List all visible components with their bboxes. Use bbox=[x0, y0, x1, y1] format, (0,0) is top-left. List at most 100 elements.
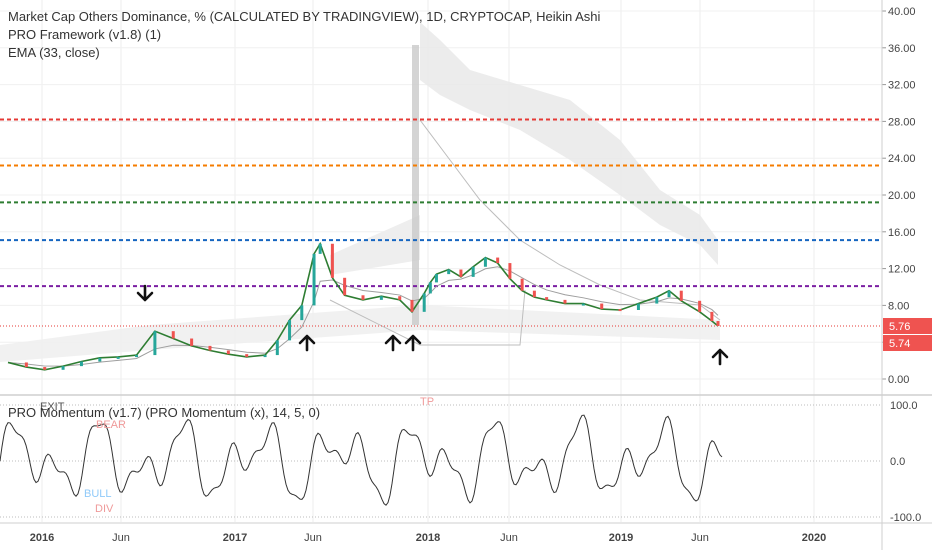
x-tick-label: Jun bbox=[691, 532, 709, 544]
price-candle bbox=[275, 340, 279, 356]
framework-cloud-lower bbox=[330, 215, 420, 275]
price-candle bbox=[245, 354, 249, 357]
price-candle bbox=[520, 278, 524, 291]
y-tick-label: 0.00 bbox=[888, 374, 909, 386]
price-candle bbox=[398, 296, 402, 300]
price-candle bbox=[716, 321, 720, 327]
momentum-signal-label: BEAR bbox=[96, 419, 126, 431]
price-candle bbox=[208, 345, 212, 351]
price-candle bbox=[655, 297, 659, 304]
price-candle bbox=[410, 299, 414, 312]
x-tick-label: 2016 bbox=[30, 532, 54, 544]
price-candle bbox=[300, 305, 304, 321]
spike-candle bbox=[412, 45, 419, 325]
price-candle bbox=[343, 277, 347, 296]
price-candle bbox=[318, 243, 322, 254]
price-candle bbox=[667, 290, 671, 298]
signal-arrow bbox=[384, 334, 402, 352]
price-candle bbox=[153, 331, 157, 356]
price-candle bbox=[679, 290, 683, 301]
price-candle bbox=[483, 257, 487, 267]
momentum-signal-label: TP bbox=[420, 396, 434, 408]
momentum-signal-label: DIV bbox=[95, 503, 114, 515]
price-candle bbox=[581, 303, 585, 306]
price-candle bbox=[563, 299, 567, 304]
price-candle bbox=[312, 253, 316, 306]
momentum-y-tick-label: -100.0 bbox=[890, 512, 921, 524]
price-candle bbox=[698, 300, 702, 312]
framework-floor bbox=[0, 305, 720, 362]
price-candle bbox=[190, 338, 194, 346]
momentum-signal-label: BULL bbox=[84, 488, 112, 500]
price-candle bbox=[545, 297, 549, 300]
price-candle bbox=[532, 290, 536, 298]
price-candle bbox=[226, 350, 230, 355]
signal-arrow bbox=[711, 348, 729, 366]
price-candle bbox=[428, 282, 432, 294]
price-candle bbox=[496, 257, 500, 264]
price-candle bbox=[434, 274, 438, 283]
y-tick-label: 40.00 bbox=[888, 6, 916, 18]
signal-arrow bbox=[404, 334, 422, 352]
momentum-y-tick-label: 100.0 bbox=[890, 400, 918, 412]
price-candle bbox=[618, 309, 622, 312]
price-candle bbox=[471, 266, 475, 277]
y-tick-label: 24.00 bbox=[888, 153, 916, 165]
price-candle bbox=[98, 357, 102, 362]
price-badge bbox=[883, 335, 932, 351]
x-tick-label: 2019 bbox=[609, 532, 633, 544]
momentum-legend: PRO Momentum (v1.7) (PRO Momentum (x), 1… bbox=[8, 404, 320, 422]
price-badge bbox=[883, 318, 932, 334]
y-tick-label: 8.00 bbox=[888, 300, 909, 312]
chart-legend: Market Cap Others Dominance, % (CALCULAT… bbox=[8, 8, 600, 62]
price-candle bbox=[330, 243, 334, 278]
momentum-y-tick-label: 0.0 bbox=[890, 456, 905, 468]
momentum-line bbox=[0, 414, 723, 506]
chart-title: Market Cap Others Dominance, % (CALCULAT… bbox=[8, 9, 601, 24]
price-candle bbox=[508, 263, 512, 279]
price-candle bbox=[361, 295, 365, 300]
framework-lower-line bbox=[329, 289, 526, 346]
x-tick-label: 2018 bbox=[416, 532, 440, 544]
y-tick-label: 12.00 bbox=[888, 264, 916, 276]
x-tick-label: Jun bbox=[112, 532, 130, 544]
momentum-pane-bg bbox=[0, 397, 882, 522]
x-tick-label: 2017 bbox=[223, 532, 247, 544]
momentum-signal-label: EXIT bbox=[40, 401, 65, 413]
legend-indicator-framework: PRO Framework (v1.8) (1) bbox=[8, 27, 162, 42]
price-badge-label: 5.74 bbox=[889, 338, 910, 350]
x-tick-label: 2020 bbox=[802, 532, 826, 544]
price-candle bbox=[171, 331, 175, 339]
x-tick-label: Jun bbox=[304, 532, 322, 544]
price-candle bbox=[263, 355, 267, 358]
signal-arrow bbox=[298, 334, 316, 352]
price-candle bbox=[135, 355, 139, 358]
price-candle bbox=[636, 303, 640, 310]
price-candle bbox=[459, 269, 463, 277]
price-candle bbox=[422, 293, 426, 312]
framework-cloud bbox=[420, 22, 718, 265]
price-candle bbox=[710, 311, 714, 322]
price-candle bbox=[116, 356, 120, 359]
price-candle bbox=[379, 296, 383, 300]
price-candle bbox=[43, 367, 47, 370]
x-tick-label: Jun bbox=[500, 532, 518, 544]
price-badge-label: 5.76 bbox=[889, 321, 910, 333]
signal-arrow bbox=[136, 284, 154, 302]
price-candle bbox=[79, 361, 83, 367]
y-tick-label: 16.00 bbox=[888, 227, 916, 239]
price-candle bbox=[61, 366, 65, 370]
y-tick-label: 20.00 bbox=[888, 190, 916, 202]
y-tick-label: 36.00 bbox=[888, 43, 916, 55]
momentum-title: PRO Momentum (v1.7) (PRO Momentum (x), 1… bbox=[8, 405, 321, 420]
price-candle bbox=[600, 303, 604, 310]
framework-upper-line bbox=[419, 119, 721, 321]
price-candle bbox=[447, 269, 451, 275]
legend-indicator-ema: EMA (33, close) bbox=[8, 45, 100, 60]
y-tick-label: 28.00 bbox=[888, 116, 916, 128]
y-tick-label: 32.00 bbox=[888, 80, 916, 92]
price-candle bbox=[288, 320, 292, 341]
price-candle bbox=[24, 362, 28, 368]
